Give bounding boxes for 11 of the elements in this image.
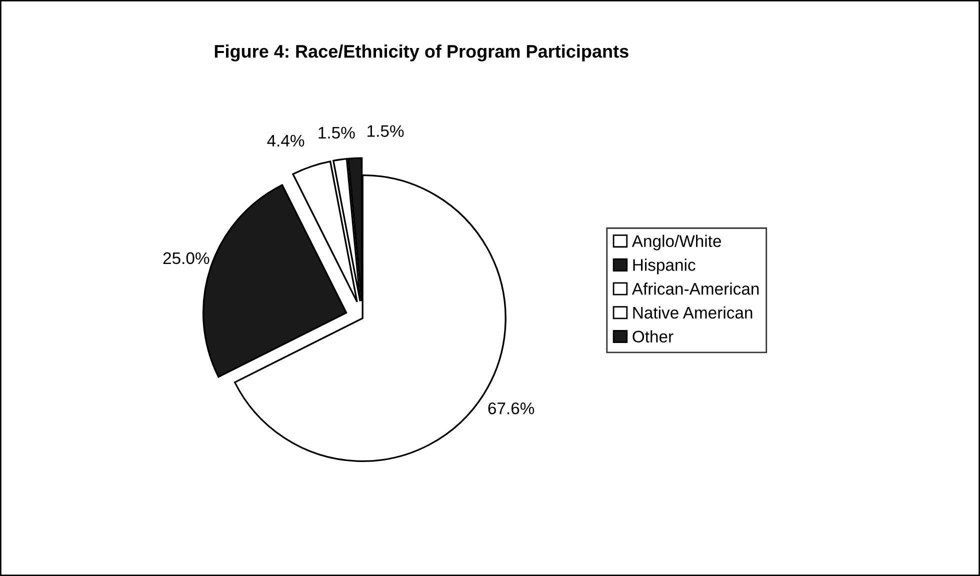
legend-label: Hispanic: [633, 258, 696, 274]
legend-label: Anglo/White: [632, 234, 722, 250]
legend-label: Native American: [633, 306, 752, 319]
data-label: 4.4%: [267, 134, 304, 147]
legend-label: African-American: [632, 282, 759, 295]
data-label: 1.5%: [368, 125, 404, 137]
chart-title: Figure 4: Race/Ethnicity of Program Participants: [214, 44, 628, 62]
data-label: 67.6%: [488, 402, 534, 414]
legend-label: Other: [632, 330, 674, 343]
data-label: 25.0%: [163, 252, 210, 264]
data-label: 1.5%: [318, 126, 355, 139]
